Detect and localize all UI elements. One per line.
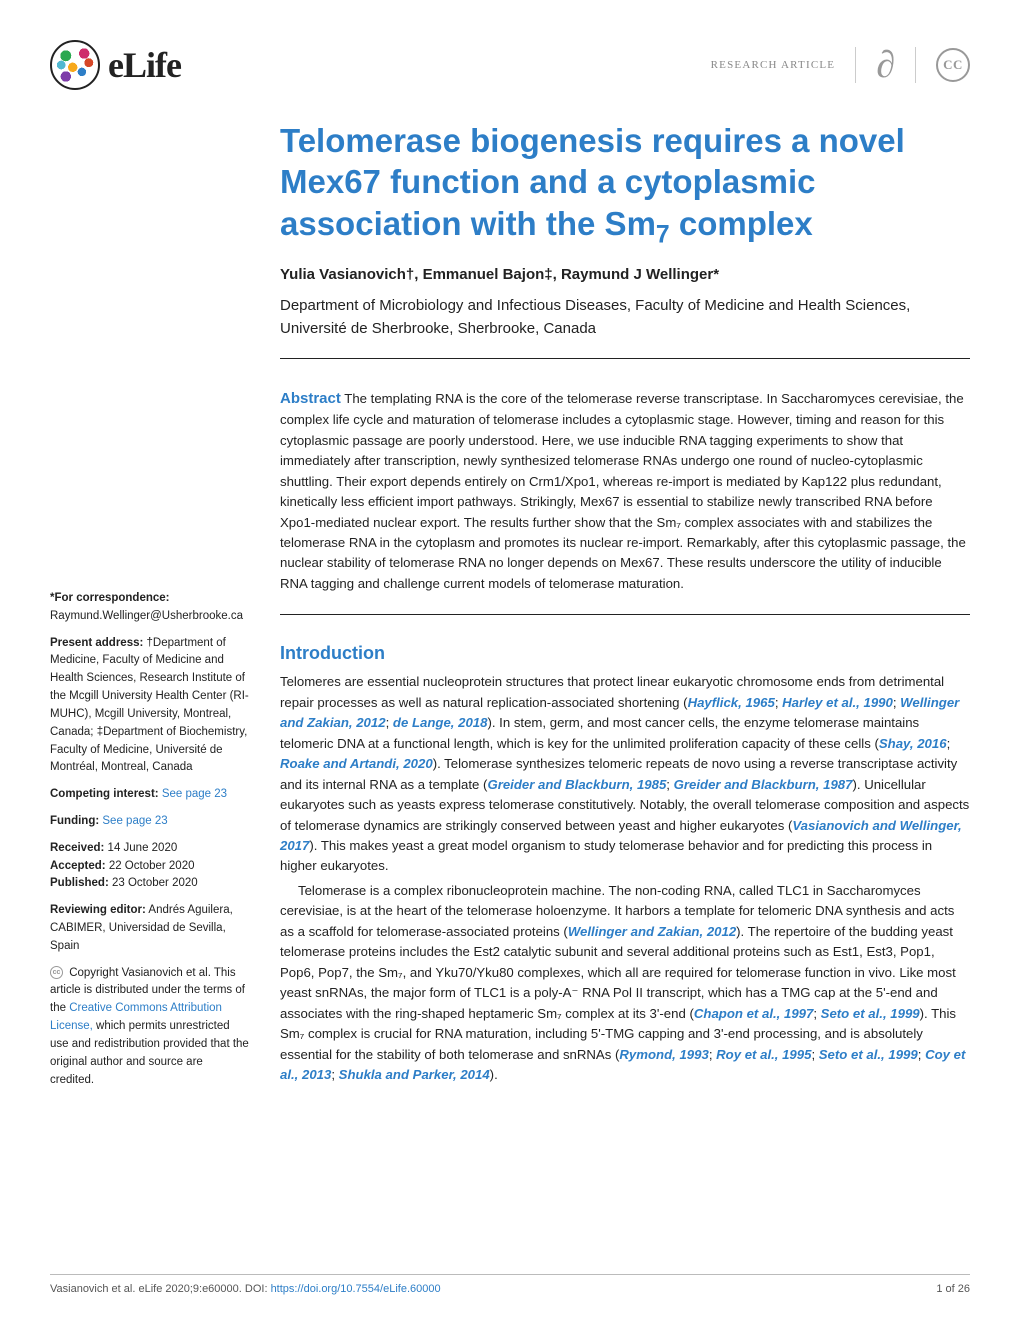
cc-small-icon: cc [50,966,63,979]
page-footer: Vasianovich et al. eLife 2020;9:e60000. … [50,1274,970,1295]
citation[interactable]: Shay, 2016 [879,736,947,751]
published-date: 23 October 2020 [112,877,198,889]
citation[interactable]: Seto et al., 1999 [821,1006,920,1021]
received-label: Received: [50,842,104,854]
citation[interactable]: Wellinger and Zakian, 2012 [568,924,736,939]
introduction-body: Telomeres are essential nucleoprotein st… [280,672,970,1085]
reviewing-editor-label: Reviewing editor: [50,904,146,916]
author-list: Yulia Vasianovich†, Emmanuel Bajon‡, Ray… [280,266,970,283]
abstract-block: Abstract The templating RNA is the core … [280,387,970,594]
citation[interactable]: Greider and Blackburn, 1985 [487,777,666,792]
journal-name: eLife [108,44,181,86]
separator [855,47,856,83]
citation[interactable]: de Lange, 2018 [393,715,488,730]
citation[interactable]: Chapon et al., 1997 [694,1006,813,1021]
abstract-label: Abstract [280,390,341,407]
competing-interest-link[interactable]: See page 23 [162,788,227,800]
sidebar-metadata: *For correspondence: Raymund.Wellinger@U… [50,120,250,1098]
present-address-label: Present address: [50,637,143,649]
received-date: 14 June 2020 [108,842,178,854]
section-heading-introduction: Introduction [280,643,970,664]
article-type-label: RESEARCH ARTICLE [711,59,836,71]
present-address-1: †Department of Medicine, Faculty of Medi… [50,637,249,738]
citation[interactable]: Shukla and Parker, 2014 [339,1067,490,1082]
page-number: 1 of 26 [936,1283,970,1295]
citation[interactable]: Rymond, 1993 [619,1047,708,1062]
separator [915,47,916,83]
affiliation: Department of Microbiology and Infectiou… [280,295,970,340]
abstract-text: The templating RNA is the core of the te… [280,391,966,591]
competing-interest-label: Competing interest: [50,788,159,800]
open-access-icon: ∂ [876,43,895,87]
journal-logo: eLife [50,40,181,90]
accepted-label: Accepted: [50,860,106,872]
citation[interactable]: Roake and Artandi, 2020 [280,756,433,771]
citation[interactable]: Greider and Blackburn, 1987 [674,777,853,792]
cc-license-icon: CC [936,48,970,82]
doi-link[interactable]: https://doi.org/10.7554/eLife.60000 [271,1283,441,1295]
accepted-date: 22 October 2020 [109,860,195,872]
divider [280,614,970,615]
citation[interactable]: Roy et al., 1995 [716,1047,811,1062]
divider [280,358,970,359]
doi-label: DOI: [245,1283,271,1295]
citation[interactable]: Seto et al., 1999 [819,1047,918,1062]
correspondence-label: *For correspondence: [50,592,170,604]
correspondence-email: Raymund.Wellinger@Usherbrooke.ca [50,610,243,622]
article-title: Telomerase biogenesis requires a novel M… [280,120,970,251]
citation[interactable]: Harley et al., 1990 [782,695,893,710]
citation[interactable]: Hayflick, 1965 [688,695,775,710]
elife-logo-icon [50,40,100,90]
published-label: Published: [50,877,109,889]
header-badges: RESEARCH ARTICLE ∂ CC [711,43,970,87]
page-header: eLife RESEARCH ARTICLE ∂ CC [50,40,970,90]
footer-citation: Vasianovich et al. eLife 2020;9:e60000. [50,1283,245,1295]
funding-link[interactable]: See page 23 [102,815,167,827]
main-content: Telomerase biogenesis requires a novel M… [280,120,970,1098]
funding-label: Funding: [50,815,99,827]
